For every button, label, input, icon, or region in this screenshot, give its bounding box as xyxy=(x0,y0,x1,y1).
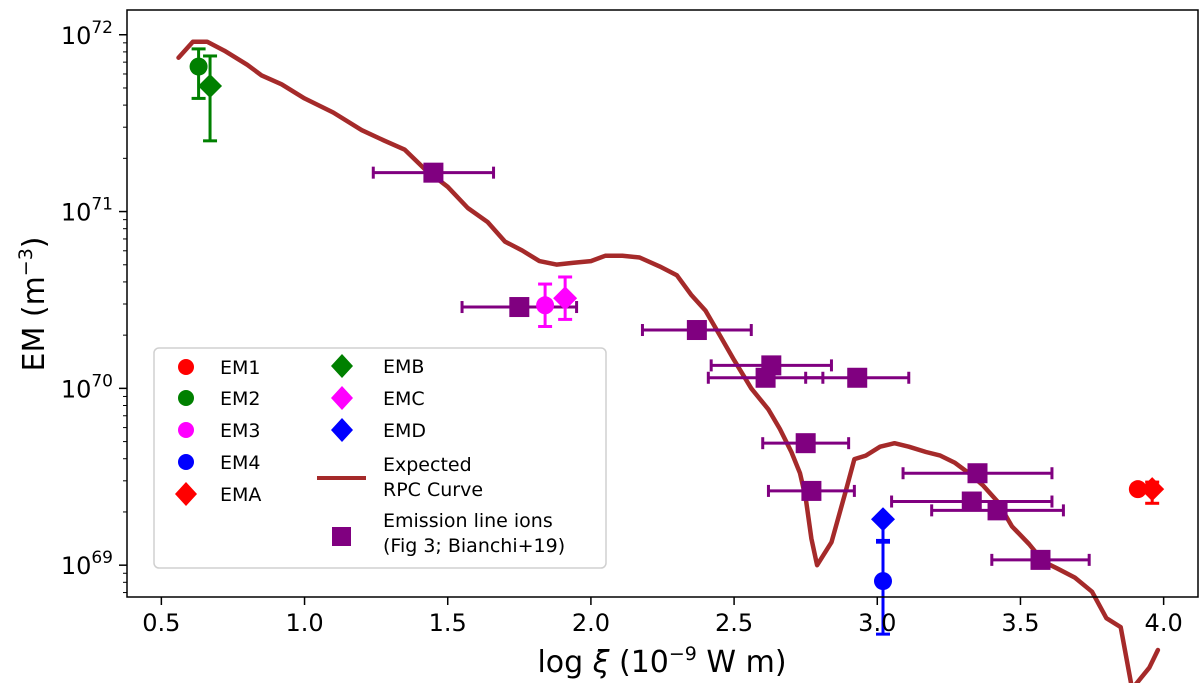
emission-ion-point-4 xyxy=(755,367,776,388)
y-tick-label-2: 1071 xyxy=(61,195,113,227)
errorbar-layer xyxy=(191,47,1160,636)
em1-point-0 xyxy=(1128,480,1147,499)
x-axis-label-symbol: ξ xyxy=(592,645,610,680)
legend-label-emb: EMB xyxy=(383,356,424,378)
legend-label-emission-ions-line1: Emission line ions xyxy=(383,510,553,532)
y-tick-label-1: 1070 xyxy=(61,371,113,403)
legend-label-rpc-curve-line2: RPC Curve xyxy=(383,479,483,501)
em3-point-0 xyxy=(536,296,555,315)
legend-marker-emission-ions xyxy=(332,527,351,546)
axis-layer: 0.5 1.0 1.5 2.0 2.5 3.0 3.5 4.0 1069 1070 1071 1072 xyxy=(61,18,1183,637)
legend-label-em2: EM2 xyxy=(220,388,261,410)
emission-ion-point-0 xyxy=(423,162,444,183)
ema-point-0 xyxy=(1140,477,1165,502)
x-tick-label-0: 0.5 xyxy=(142,609,180,637)
x-axis-label-unit-post: W m) xyxy=(697,645,787,680)
legend: EM1 EM2 EM3 EM4 EMA EMB EMC EMD Expected… xyxy=(153,347,607,569)
em4-point-0 xyxy=(874,572,892,591)
legend-label-em1: EM1 xyxy=(220,357,261,379)
y-axis-label-exp: −3 xyxy=(15,248,37,276)
legend-label-em4: EM4 xyxy=(220,452,261,474)
em2-point-0 xyxy=(189,57,208,76)
y-axis-label: EM (m−3) xyxy=(15,236,52,371)
x-tick-label-3: 2.0 xyxy=(572,609,610,637)
emd-point-0 xyxy=(871,507,895,532)
x-tick-label-5: 3.0 xyxy=(858,609,896,637)
x-axis-label: log ξ (10−9 W m) xyxy=(537,643,786,680)
x-axis-label-unit-exp: −9 xyxy=(669,643,697,665)
emission-ion-point-5 xyxy=(847,367,868,388)
legend-marker-emd xyxy=(331,418,353,442)
x-axis-label-unit-pre: (10 xyxy=(609,645,668,680)
emission-ion-point-6 xyxy=(795,433,816,454)
y-tick-label-3: 1072 xyxy=(61,18,113,50)
emb-point-0 xyxy=(198,74,223,99)
y-axis-label-post: ) xyxy=(17,236,52,248)
legend-marker-ema xyxy=(175,482,197,506)
x-tick-label-7: 4.0 xyxy=(1145,609,1183,637)
plot-frame xyxy=(126,9,1199,598)
x-tick-label-4: 2.5 xyxy=(715,609,753,637)
x-axis-label-main: log xyxy=(537,645,592,680)
emission-ion-point-8 xyxy=(967,463,988,484)
x-tick-label-1: 1.0 xyxy=(285,609,323,637)
marker-layer xyxy=(189,57,1165,591)
legend-label-emission-ions-line2: (Fig 3; Bianchi+19) xyxy=(383,535,565,557)
legend-label-rpc-curve-line1: Expected xyxy=(383,454,472,476)
legend-label-emc: EMC xyxy=(383,388,425,410)
legend-marker-emb xyxy=(331,354,353,378)
y-axis-label-main: EM (m xyxy=(17,276,52,371)
emission-ion-point-9 xyxy=(961,491,982,512)
emission-ion-point-7 xyxy=(801,480,822,501)
x-tick-label-2: 1.5 xyxy=(429,609,467,637)
emission-ion-point-11 xyxy=(1030,549,1051,570)
legend-marker-em3 xyxy=(178,422,194,438)
y-tick-label-0: 1069 xyxy=(61,548,113,580)
legend-label-ema: EMA xyxy=(220,484,261,506)
legend-frame xyxy=(153,347,607,569)
emission-ion-point-1 xyxy=(509,297,530,318)
emc-point-0 xyxy=(553,286,578,311)
emission-ion-point-2 xyxy=(686,320,707,341)
legend-marker-em2 xyxy=(178,390,194,406)
legend-marker-em4 xyxy=(178,454,194,470)
legend-marker-em1 xyxy=(178,359,194,375)
legend-label-emd: EMD xyxy=(383,420,426,442)
emission-ion-point-10 xyxy=(987,500,1008,521)
legend-marker-emc xyxy=(331,386,353,410)
legend-label-em3: EM3 xyxy=(220,420,261,442)
x-tick-label-6: 3.5 xyxy=(1001,609,1039,637)
